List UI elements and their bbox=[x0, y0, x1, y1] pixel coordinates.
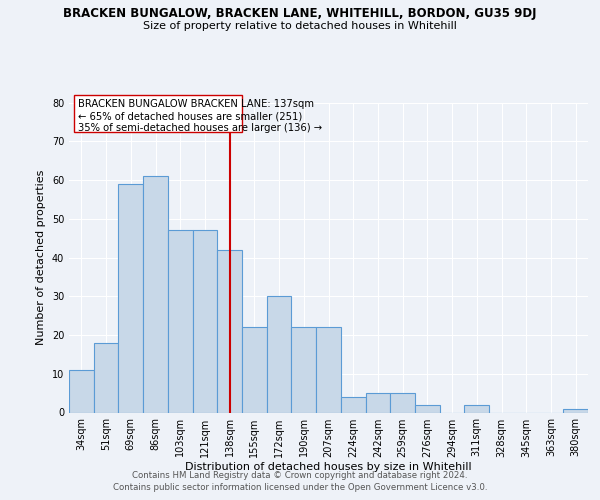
Bar bbox=[69, 370, 94, 412]
Text: BRACKEN BUNGALOW BRACKEN LANE: 137sqm: BRACKEN BUNGALOW BRACKEN LANE: 137sqm bbox=[77, 100, 314, 110]
Bar bbox=[94, 343, 118, 412]
X-axis label: Distribution of detached houses by size in Whitehill: Distribution of detached houses by size … bbox=[185, 462, 472, 472]
Bar bbox=[365, 393, 390, 412]
Bar bbox=[193, 230, 217, 412]
Bar bbox=[118, 184, 143, 412]
Bar bbox=[415, 405, 440, 412]
Bar bbox=[168, 230, 193, 412]
Bar bbox=[292, 327, 316, 412]
Y-axis label: Number of detached properties: Number of detached properties bbox=[36, 170, 46, 345]
Bar bbox=[217, 250, 242, 412]
Bar bbox=[143, 176, 168, 412]
Bar bbox=[464, 405, 489, 412]
Bar bbox=[242, 327, 267, 412]
Bar bbox=[267, 296, 292, 412]
Bar bbox=[316, 327, 341, 412]
Text: Size of property relative to detached houses in Whitehill: Size of property relative to detached ho… bbox=[143, 21, 457, 31]
Bar bbox=[341, 397, 365, 412]
Text: 35% of semi-detached houses are larger (136) →: 35% of semi-detached houses are larger (… bbox=[77, 122, 322, 132]
Text: Contains HM Land Registry data © Crown copyright and database right 2024.
Contai: Contains HM Land Registry data © Crown c… bbox=[113, 471, 487, 492]
FancyBboxPatch shape bbox=[74, 95, 242, 132]
Text: ← 65% of detached houses are smaller (251): ← 65% of detached houses are smaller (25… bbox=[77, 111, 302, 121]
Bar bbox=[563, 408, 588, 412]
Bar bbox=[390, 393, 415, 412]
Text: BRACKEN BUNGALOW, BRACKEN LANE, WHITEHILL, BORDON, GU35 9DJ: BRACKEN BUNGALOW, BRACKEN LANE, WHITEHIL… bbox=[63, 8, 537, 20]
